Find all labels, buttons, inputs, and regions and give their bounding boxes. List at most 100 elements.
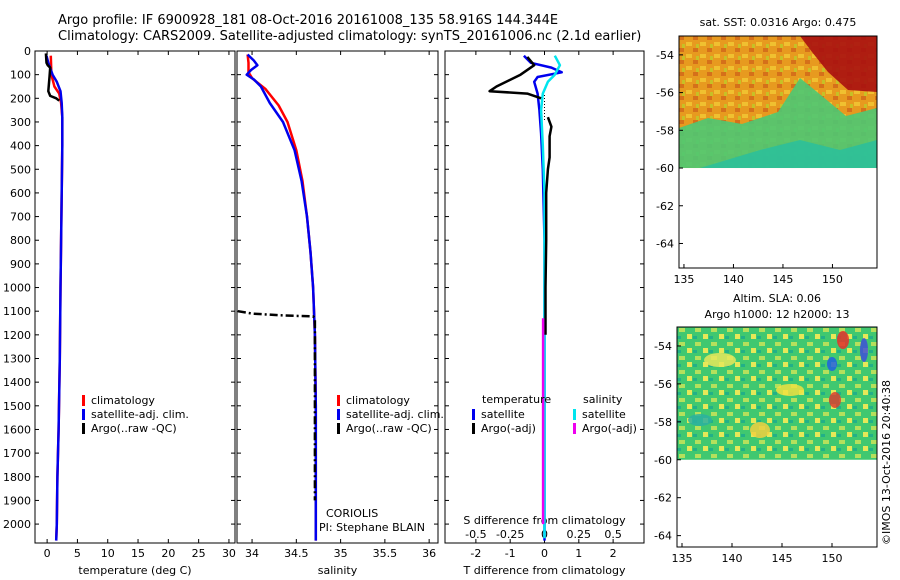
lat-tick-label: -58 [654, 416, 672, 429]
lat-tick-label: -64 [656, 237, 674, 250]
top-x-tick-label: -0.5 [465, 528, 486, 541]
profile-panel-difference: -2 -1 0 1 2 T difference from climatology -0.5… [444, 50, 645, 577]
depth-tick-label: 1100 [3, 305, 31, 318]
legend-label: satellite [582, 408, 626, 421]
lat-tick-label: -64 [654, 530, 672, 543]
depth-tick-label: 700 [10, 211, 31, 224]
depth-tick-label: 300 [10, 116, 31, 129]
figure-title-line-1: Argo profile: IF 6900928_181 08-Oct-2016… [58, 13, 559, 28]
top-x-tick-label: 0.5 [604, 528, 622, 541]
sla-anomaly-blob [860, 338, 868, 362]
profile-panel-salinity: 34 34.5 35 35.5 36 salinity climatologysatelli… [236, 50, 444, 577]
lat-tick-label: -54 [656, 49, 674, 62]
depth-tick-label: 1800 [3, 471, 31, 484]
depth-tick-label: 900 [10, 258, 31, 271]
salinity-axes-box [236, 50, 439, 544]
legend-swatch [573, 423, 576, 434]
legend-swatch [337, 409, 340, 420]
sla-anomaly-blob [776, 384, 804, 396]
x-tick-label: 5 [74, 547, 81, 560]
depth-tick-label: 1900 [3, 494, 31, 507]
legend-label: satellite-adj. clim. [91, 408, 189, 421]
lat-tick-label: -62 [656, 200, 674, 213]
lon-tick-label: 145 [772, 273, 793, 286]
depth-tick-label: 800 [10, 234, 31, 247]
x-tick-label: 35.5 [373, 547, 398, 560]
lat-tick-label: -56 [654, 378, 672, 391]
legend-swatch [337, 395, 340, 406]
x-tick-label: 10 [101, 547, 115, 560]
sla-anomaly-blob [688, 414, 712, 426]
x-tick-label: 0 [44, 547, 51, 560]
sla-anomaly-blob [827, 357, 837, 371]
x-tick-label: 34 [245, 547, 259, 560]
lat-tick-label: -62 [654, 492, 672, 505]
legend-swatch [472, 409, 475, 420]
lon-tick-label: 135 [672, 552, 693, 565]
series-satellite [539, 55, 562, 539]
x-tick-label: 15 [131, 547, 145, 560]
legend-swatch [82, 395, 85, 406]
depth-tick-label: 500 [10, 163, 31, 176]
temperature-xlabel: temperature (deg C) [78, 564, 191, 577]
x-tick-label: 20 [161, 547, 175, 560]
series-satellite-adj-clim- [45, 55, 64, 541]
depth-tick-label: 1500 [3, 400, 31, 413]
x-tick-label: 34.5 [284, 547, 309, 560]
lat-tick-label: -60 [654, 454, 672, 467]
sla-anomaly-blob [750, 422, 770, 438]
sst-axes-box [678, 35, 878, 269]
depth-tick-label: 200 [10, 92, 31, 105]
depth-tick-label: 0 [24, 45, 31, 58]
depth-tick-label: 600 [10, 187, 31, 200]
legend-swatch [82, 409, 85, 420]
depth-tick-label: 1600 [3, 423, 31, 436]
sst-cold-region [700, 140, 877, 169]
x-tick-label: 35 [334, 547, 348, 560]
lat-tick-label: -60 [656, 162, 674, 175]
pi-annotation: PI: Stephane BLAIN [319, 521, 425, 534]
x-tick-label: 1 [575, 547, 582, 560]
series-satellite-adj-clim- [245, 53, 318, 541]
top-x-tick-label: -0.25 [496, 528, 524, 541]
x-tick-label: 2 [610, 547, 617, 560]
lon-tick-label: 150 [822, 552, 843, 565]
sla-map-subtitle: Argo h1000: 12 h2000: 13 [705, 308, 850, 321]
legend-label: Argo(-adj) [481, 422, 536, 435]
depth-tick-label: 400 [10, 140, 31, 153]
temperature-axes-box [34, 50, 236, 544]
legend-label: Argo(-adj) [582, 422, 637, 435]
sla-anomaly-blob [837, 331, 849, 349]
lat-tick-label: -56 [656, 87, 674, 100]
legend-label: satellite [481, 408, 525, 421]
legend-swatch [472, 423, 475, 434]
legend-label: satellite-adj. clim. [346, 408, 444, 421]
sla-heatmap-field [677, 327, 877, 460]
depth-tick-label: 1700 [3, 447, 31, 460]
lon-tick-label: 145 [772, 552, 793, 565]
salinity-xlabel: salinity [318, 564, 358, 577]
x-tick-label: 0 [541, 547, 548, 560]
legend-swatch [573, 409, 576, 420]
difference-xlabel: T difference from climatology [463, 564, 626, 577]
lon-tick-label: 150 [822, 273, 843, 286]
sla-axes-box [676, 326, 878, 548]
map-panel-sst: -54 -56 -58 -60 -62 -64 135 140 145 150 sat. SST: … [656, 16, 878, 286]
sla-anomaly-blob [704, 353, 736, 367]
series-argo-raw-qc- [44, 53, 60, 102]
legend-group-temperature: temperature [482, 393, 551, 406]
lat-tick-label: -54 [654, 340, 672, 353]
x-tick-label: 36 [422, 547, 436, 560]
depth-tick-label: 1300 [3, 353, 31, 366]
series-argo-adj- [544, 116, 553, 335]
sst-cool-region [679, 78, 877, 169]
lat-tick-label: -58 [656, 124, 674, 137]
depth-tick-label: 2000 [3, 518, 31, 531]
sla-map-title: Altim. SLA: 0.06 [733, 292, 821, 305]
sst-map-title: sat. SST: 0.0316 Argo: 0.475 [700, 16, 857, 29]
legend-label: climatology [346, 394, 410, 407]
sst-warm-region [800, 36, 877, 92]
lon-tick-label: 135 [673, 273, 694, 286]
